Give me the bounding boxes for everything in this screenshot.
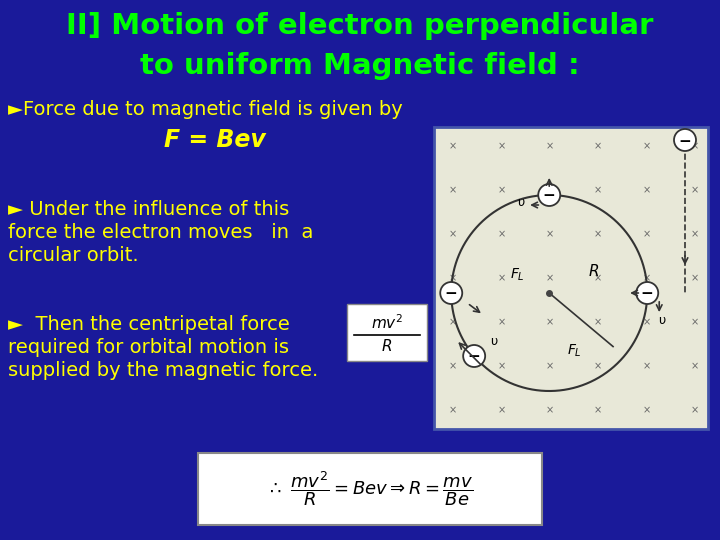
Text: ×: × bbox=[594, 141, 602, 151]
Text: ×: × bbox=[691, 185, 699, 195]
Text: $R$: $R$ bbox=[382, 338, 392, 354]
Text: υ: υ bbox=[490, 335, 498, 348]
Text: ×: × bbox=[546, 317, 554, 327]
Text: ×: × bbox=[691, 273, 699, 283]
Text: ×: × bbox=[594, 229, 602, 239]
FancyBboxPatch shape bbox=[347, 304, 427, 361]
Text: ×: × bbox=[498, 405, 505, 415]
Text: ×: × bbox=[498, 141, 505, 151]
Text: ×: × bbox=[642, 405, 651, 415]
Text: −: − bbox=[641, 287, 654, 301]
Text: ×: × bbox=[449, 273, 457, 283]
Text: to uniform Magnetic field :: to uniform Magnetic field : bbox=[140, 52, 580, 80]
Text: supplied by the magnetic force.: supplied by the magnetic force. bbox=[8, 361, 318, 380]
Text: ×: × bbox=[691, 141, 699, 151]
Text: $F_L$: $F_L$ bbox=[567, 343, 582, 359]
Text: ×: × bbox=[498, 361, 505, 371]
Text: ×: × bbox=[594, 405, 602, 415]
Text: ×: × bbox=[642, 273, 651, 283]
Text: υ: υ bbox=[518, 197, 525, 210]
Text: −: − bbox=[679, 133, 691, 148]
Text: $\therefore\ \dfrac{mv^2}{R} = Bev \Rightarrow R = \dfrac{mv}{Be}$: $\therefore\ \dfrac{mv^2}{R} = Bev \Righ… bbox=[266, 470, 474, 508]
Text: ×: × bbox=[642, 361, 651, 371]
Text: ► Under the influence of this: ► Under the influence of this bbox=[8, 200, 289, 219]
Text: ×: × bbox=[642, 229, 651, 239]
Text: ×: × bbox=[642, 185, 651, 195]
Text: ×: × bbox=[498, 317, 505, 327]
Text: ×: × bbox=[594, 273, 602, 283]
Text: circular orbit.: circular orbit. bbox=[8, 246, 139, 265]
Text: ×: × bbox=[594, 361, 602, 371]
Text: ►  Then the centripetal force: ► Then the centripetal force bbox=[8, 315, 289, 334]
Text: ×: × bbox=[498, 229, 505, 239]
Text: II] Motion of electron perpendicular: II] Motion of electron perpendicular bbox=[66, 12, 654, 40]
Text: R: R bbox=[589, 264, 600, 279]
Text: ×: × bbox=[449, 361, 457, 371]
FancyBboxPatch shape bbox=[434, 127, 708, 429]
Text: ×: × bbox=[498, 273, 505, 283]
Text: ×: × bbox=[691, 405, 699, 415]
Text: ×: × bbox=[546, 185, 554, 195]
Text: ×: × bbox=[449, 229, 457, 239]
Text: force the electron moves   in  a: force the electron moves in a bbox=[8, 223, 313, 242]
Text: ×: × bbox=[546, 405, 554, 415]
Circle shape bbox=[539, 184, 560, 206]
Text: ×: × bbox=[546, 273, 554, 283]
Text: $mv^2$: $mv^2$ bbox=[371, 313, 403, 332]
Text: ►Force due to magnetic field is given by: ►Force due to magnetic field is given by bbox=[8, 100, 402, 119]
Text: $F_L$: $F_L$ bbox=[510, 267, 525, 283]
Text: ×: × bbox=[449, 141, 457, 151]
Text: ×: × bbox=[449, 317, 457, 327]
Text: ×: × bbox=[594, 317, 602, 327]
Circle shape bbox=[636, 282, 658, 304]
Text: υ: υ bbox=[659, 314, 666, 327]
Text: ×: × bbox=[546, 141, 554, 151]
FancyBboxPatch shape bbox=[198, 453, 542, 525]
Text: ×: × bbox=[449, 405, 457, 415]
Text: −: − bbox=[445, 287, 458, 301]
Circle shape bbox=[463, 345, 485, 367]
Text: ×: × bbox=[642, 141, 651, 151]
Text: −: − bbox=[468, 349, 480, 364]
Text: ×: × bbox=[546, 361, 554, 371]
Text: ×: × bbox=[691, 361, 699, 371]
Text: ×: × bbox=[691, 229, 699, 239]
Text: ×: × bbox=[498, 185, 505, 195]
Text: −: − bbox=[543, 188, 556, 204]
Text: required for orbital motion is: required for orbital motion is bbox=[8, 338, 289, 357]
Text: ×: × bbox=[594, 185, 602, 195]
Circle shape bbox=[674, 129, 696, 151]
Text: ×: × bbox=[546, 229, 554, 239]
Text: ×: × bbox=[642, 317, 651, 327]
Text: ×: × bbox=[691, 317, 699, 327]
Circle shape bbox=[440, 282, 462, 304]
Text: F = Bev: F = Bev bbox=[164, 128, 266, 152]
Text: ×: × bbox=[449, 185, 457, 195]
